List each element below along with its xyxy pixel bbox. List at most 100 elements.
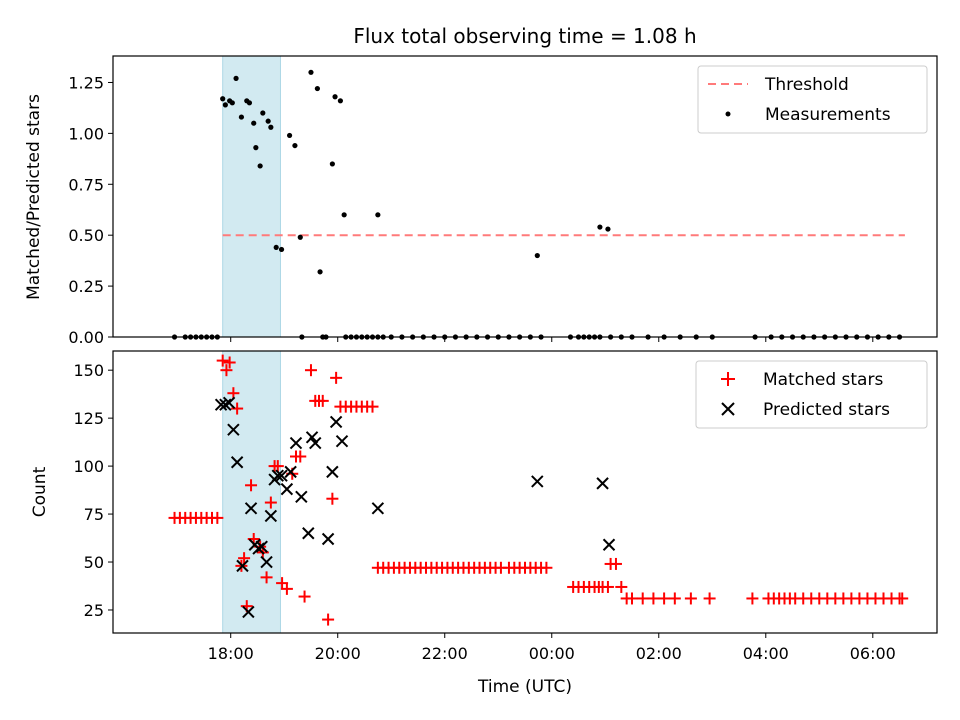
top-shaded-region: [222, 55, 281, 338]
y-tick-label: 1.25: [68, 73, 104, 92]
matched-star-point: [746, 592, 759, 605]
measurements-legend-label: Measurements: [765, 105, 891, 125]
top-axes-frame: [112, 55, 938, 338]
bottom-y-axis: 25 50 75 100 125 150: [73, 361, 113, 620]
matched-star-point: [231, 402, 244, 415]
top-legend-box: [697, 65, 928, 134]
measurement-point: [246, 100, 253, 106]
predicted-star-point: [219, 398, 232, 411]
predicted-star-point: [222, 396, 236, 410]
predicted-star-point: [596, 477, 609, 490]
matched-star-point: [238, 552, 251, 565]
chart-title: Flux total observing time = 1.08 h: [353, 24, 696, 48]
matched-star-point: [294, 450, 307, 463]
top-y-axis: 0.00 0.25 0.50 0.75 1.00 1.25: [68, 73, 113, 347]
measurement-point: [233, 75, 239, 81]
measurement-point: [286, 132, 293, 139]
y-tick-label: 100: [73, 457, 104, 476]
y-tick-label: 1.00: [68, 124, 104, 143]
bottom-axes-frame: [112, 350, 938, 634]
x-tick-label: 18:00: [208, 644, 254, 663]
measurement-point: [314, 85, 320, 92]
matched-star-point: [280, 582, 293, 595]
y-tick-label: 150: [73, 361, 104, 380]
predicted-star-point: [284, 465, 297, 479]
predicted-star-point: [236, 559, 249, 573]
predicted-star-point: [289, 436, 303, 450]
measurement-point: [597, 224, 603, 230]
predicted-star-point: [335, 434, 349, 448]
predicted-star-point: [371, 502, 385, 515]
y-tick-label: 0.50: [68, 226, 104, 245]
predicted-star-point: [531, 475, 544, 488]
measurement-point: [257, 163, 263, 169]
matched-star-point: [216, 354, 229, 367]
measurement-point: [229, 100, 235, 106]
measurements-legend-swatch: [725, 111, 731, 117]
measurement-point: [278, 246, 285, 253]
measurement-point: [251, 120, 257, 126]
measurement-point: [308, 69, 314, 75]
matched-star-point: [326, 492, 339, 505]
y-tick-label: 50: [84, 553, 104, 572]
predicted-stars-legend-label: Predicted stars: [763, 400, 890, 420]
predicted-stars-legend-swatch: [721, 402, 735, 416]
predicted-star-point: [302, 527, 315, 540]
matched-star-point: [298, 590, 311, 603]
bottom-legend-box: [695, 360, 928, 429]
predicted-star-point: [275, 469, 288, 482]
x-tick-label: 04:00: [743, 644, 789, 663]
predicted-star-point: [326, 465, 339, 479]
predicted-star-point: [244, 502, 258, 515]
predicted-star-point: [280, 482, 294, 496]
top-legend: Threshold Measurements: [697, 65, 928, 134]
x-tick-label: 02:00: [636, 644, 682, 663]
measurement-point: [337, 98, 344, 104]
bottom-panel: 25 50 75 100 125 150 18:00 20:00 22:00 00:00 02:0…: [30, 350, 938, 697]
matched-star-point: [211, 511, 224, 524]
measurement-point: [341, 212, 347, 218]
measurement-point: [265, 118, 271, 124]
matched-star-point: [330, 371, 343, 384]
measurement-point: [329, 161, 335, 167]
measurement-point: [253, 145, 259, 151]
matched-star-point: [626, 592, 639, 605]
y-tick-label: 125: [73, 409, 104, 428]
matched-star-point: [223, 356, 236, 369]
matched-star-point: [264, 496, 277, 509]
predicted-star-point: [271, 469, 285, 482]
measurement-point: [297, 234, 303, 240]
measurement-point: [273, 244, 279, 251]
predicted-star-point: [602, 538, 616, 551]
matched-star-point: [245, 479, 258, 492]
matched-star-point: [896, 592, 909, 605]
matched-star-point: [609, 557, 622, 570]
predicted-star-point: [329, 415, 343, 429]
measurement-point: [238, 114, 245, 120]
predicted-star-point: [260, 555, 273, 569]
matched-star-point: [316, 394, 329, 407]
x-axis-label: Time (UTC): [477, 677, 572, 697]
measurement-point: [375, 212, 381, 218]
predicted-stars-series: [214, 396, 616, 619]
measurement-point: [222, 102, 228, 108]
matched-star-point: [601, 580, 614, 593]
matched-star-point: [658, 592, 671, 605]
y-tick-label: 0.00: [68, 328, 104, 347]
predicted-star-point: [264, 509, 278, 523]
measurement-point: [268, 124, 274, 130]
matched-star-point: [220, 364, 233, 377]
measurement-point: [605, 226, 611, 232]
bottom-shaded-region: [222, 350, 281, 634]
top-panel: 0.00 0.25 0.50 0.75 1.00 1.25 Matched/Predict…: [24, 55, 938, 347]
top-y-axis-label: Matched/Predicted stars: [24, 94, 44, 300]
measurement-point: [220, 96, 226, 102]
matched-star-point: [684, 592, 697, 605]
predicted-star-point: [321, 532, 335, 546]
x-tick-label: 22:00: [422, 644, 468, 663]
matched-star-point: [366, 400, 379, 413]
x-tick-label: 20:00: [315, 644, 361, 663]
y-tick-label: 75: [84, 505, 104, 524]
matched-star-point: [271, 460, 284, 473]
threshold-legend-label: Threshold: [764, 75, 849, 95]
